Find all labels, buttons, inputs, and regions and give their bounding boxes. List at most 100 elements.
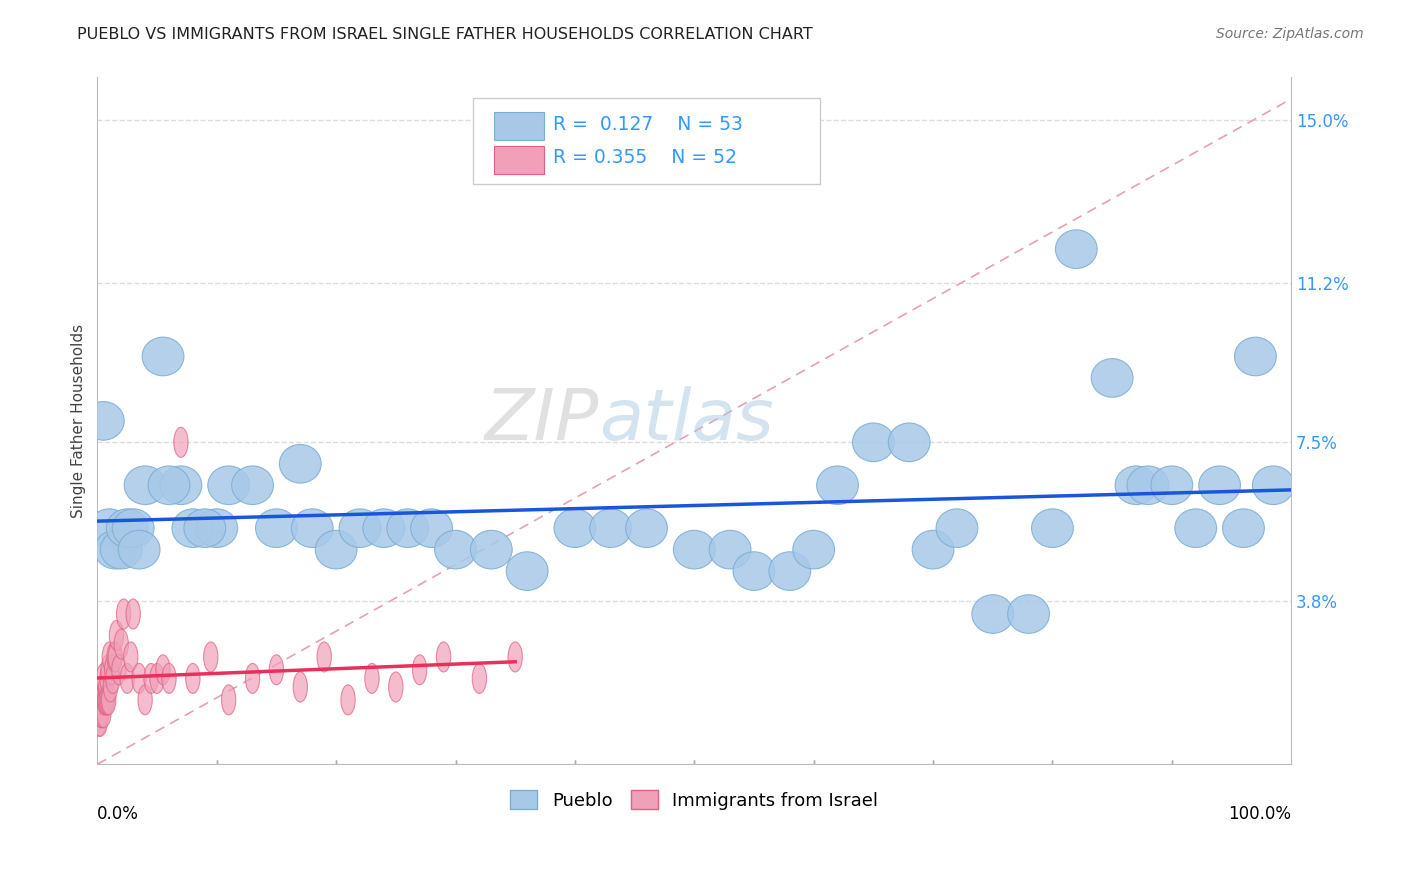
Ellipse shape [120, 664, 135, 693]
Ellipse shape [118, 531, 160, 569]
Ellipse shape [412, 655, 427, 685]
Ellipse shape [195, 508, 238, 548]
Ellipse shape [100, 664, 114, 693]
Ellipse shape [508, 642, 523, 672]
Ellipse shape [101, 655, 115, 685]
Ellipse shape [98, 685, 112, 714]
Ellipse shape [506, 552, 548, 591]
Ellipse shape [103, 672, 118, 702]
Ellipse shape [411, 508, 453, 548]
Text: ZIP: ZIP [485, 386, 599, 455]
Ellipse shape [98, 672, 112, 702]
Ellipse shape [472, 664, 486, 693]
Ellipse shape [222, 685, 236, 714]
Ellipse shape [127, 599, 141, 629]
Ellipse shape [1056, 230, 1097, 268]
Ellipse shape [97, 698, 111, 728]
Ellipse shape [769, 552, 811, 591]
Ellipse shape [208, 466, 250, 505]
Legend: Pueblo, Immigrants from Israel: Pueblo, Immigrants from Israel [503, 783, 886, 817]
Ellipse shape [434, 531, 477, 569]
Ellipse shape [97, 685, 111, 714]
Ellipse shape [387, 508, 429, 548]
Y-axis label: Single Father Households: Single Father Households [72, 324, 86, 518]
Ellipse shape [1032, 508, 1073, 548]
Ellipse shape [96, 664, 111, 693]
Ellipse shape [91, 706, 107, 737]
Ellipse shape [89, 508, 131, 548]
Ellipse shape [1223, 508, 1264, 548]
Ellipse shape [83, 401, 124, 440]
Ellipse shape [148, 466, 190, 505]
Ellipse shape [111, 655, 127, 685]
Ellipse shape [94, 698, 108, 728]
Ellipse shape [852, 423, 894, 462]
Ellipse shape [936, 508, 977, 548]
Ellipse shape [246, 664, 260, 693]
Ellipse shape [94, 685, 108, 714]
Ellipse shape [554, 508, 596, 548]
Ellipse shape [117, 599, 131, 629]
Ellipse shape [138, 685, 152, 714]
Ellipse shape [315, 531, 357, 569]
Ellipse shape [156, 655, 170, 685]
Ellipse shape [186, 664, 200, 693]
Ellipse shape [204, 642, 218, 672]
Ellipse shape [388, 672, 404, 702]
Ellipse shape [100, 685, 115, 714]
Ellipse shape [1008, 595, 1049, 633]
Ellipse shape [96, 685, 110, 714]
FancyBboxPatch shape [494, 112, 544, 140]
Text: R =  0.127    N = 53: R = 0.127 N = 53 [554, 115, 744, 134]
Ellipse shape [471, 531, 512, 569]
Ellipse shape [626, 508, 668, 548]
Ellipse shape [972, 595, 1014, 633]
Ellipse shape [174, 427, 188, 458]
Ellipse shape [1175, 508, 1216, 548]
Ellipse shape [184, 508, 226, 548]
Ellipse shape [256, 508, 297, 548]
Ellipse shape [124, 466, 166, 505]
Ellipse shape [105, 664, 120, 693]
Text: 0.0%: 0.0% [97, 805, 139, 823]
Ellipse shape [280, 444, 321, 483]
Ellipse shape [107, 642, 121, 672]
Ellipse shape [91, 685, 105, 714]
Ellipse shape [101, 685, 115, 714]
Ellipse shape [143, 664, 159, 693]
Ellipse shape [124, 642, 138, 672]
Ellipse shape [673, 531, 716, 569]
Ellipse shape [110, 621, 124, 650]
Ellipse shape [150, 664, 165, 693]
Ellipse shape [107, 508, 148, 548]
Ellipse shape [1234, 337, 1277, 376]
Ellipse shape [104, 655, 120, 685]
Ellipse shape [93, 706, 107, 737]
Ellipse shape [160, 466, 202, 505]
Ellipse shape [96, 698, 110, 728]
Ellipse shape [1253, 466, 1294, 505]
Ellipse shape [889, 423, 929, 462]
Ellipse shape [292, 672, 308, 702]
Ellipse shape [94, 531, 136, 569]
Ellipse shape [172, 508, 214, 548]
FancyBboxPatch shape [474, 98, 820, 184]
Ellipse shape [912, 531, 953, 569]
Ellipse shape [232, 466, 273, 505]
Ellipse shape [591, 508, 631, 548]
Ellipse shape [100, 531, 142, 569]
Text: PUEBLO VS IMMIGRANTS FROM ISRAEL SINGLE FATHER HOUSEHOLDS CORRELATION CHART: PUEBLO VS IMMIGRANTS FROM ISRAEL SINGLE … [77, 27, 813, 42]
Ellipse shape [1128, 466, 1168, 505]
Ellipse shape [112, 508, 155, 548]
Ellipse shape [93, 685, 107, 714]
Text: R = 0.355    N = 52: R = 0.355 N = 52 [554, 148, 737, 168]
Ellipse shape [340, 685, 356, 714]
Ellipse shape [1199, 466, 1240, 505]
Ellipse shape [316, 642, 332, 672]
Ellipse shape [162, 664, 176, 693]
Ellipse shape [1152, 466, 1192, 505]
Ellipse shape [1115, 466, 1157, 505]
Ellipse shape [363, 508, 405, 548]
Ellipse shape [270, 655, 284, 685]
FancyBboxPatch shape [494, 146, 544, 174]
